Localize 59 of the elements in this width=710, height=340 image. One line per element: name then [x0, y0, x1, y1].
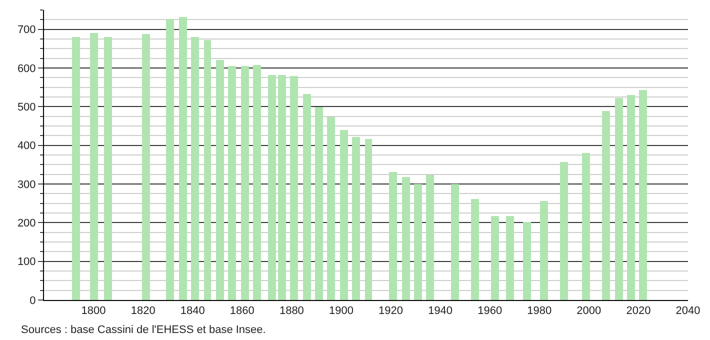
y-tick-label: 600	[17, 62, 36, 75]
y-tick-label: 200	[17, 218, 36, 230]
bar	[228, 66, 236, 300]
bar	[303, 94, 311, 300]
bar	[523, 222, 531, 300]
bar	[615, 98, 623, 300]
bar	[90, 33, 98, 300]
x-tick-label: 1940	[428, 305, 453, 318]
x-tick-label: 2040	[676, 305, 700, 318]
bar	[540, 201, 548, 300]
bar	[471, 199, 479, 300]
bar	[241, 66, 249, 300]
x-tick-label: 1980	[527, 305, 552, 318]
x-tick-label: 1820	[130, 305, 156, 318]
bar	[268, 75, 276, 300]
bar	[602, 111, 610, 300]
bar	[278, 75, 286, 300]
x-tick-label: 1920	[378, 305, 404, 318]
bar	[560, 162, 568, 300]
bar	[352, 137, 360, 300]
x-tick-label: 1840	[180, 305, 205, 318]
bar	[340, 130, 348, 300]
bar	[327, 117, 335, 300]
bar	[216, 60, 224, 300]
bar	[72, 37, 80, 300]
x-tick-label: 1800	[81, 305, 106, 318]
bar	[402, 177, 410, 300]
y-tick-label: 500	[17, 102, 36, 114]
bar	[389, 172, 397, 300]
bar	[582, 153, 590, 300]
bar	[191, 37, 199, 300]
bar	[639, 90, 647, 300]
bar	[365, 139, 372, 300]
y-tick-label: 100	[17, 256, 36, 268]
bar	[426, 175, 434, 300]
x-tick-label: 1900	[328, 305, 354, 318]
bar	[627, 95, 635, 300]
bar	[290, 76, 298, 300]
bar	[491, 216, 499, 300]
x-tick-label: 2000	[576, 305, 602, 318]
bar	[506, 216, 514, 300]
bar	[179, 17, 187, 300]
bar	[253, 65, 261, 300]
bar	[414, 184, 422, 300]
x-tick-label: 1960	[478, 305, 502, 318]
x-tick-label: 2020	[626, 305, 651, 318]
y-tick-label: 400	[17, 140, 36, 152]
bar	[451, 184, 459, 300]
x-tick-label: 1860	[230, 305, 254, 318]
source-note: Sources : base Cassini de l'EHESS et base Insee.	[21, 324, 266, 336]
y-tick-label: 0	[30, 294, 36, 307]
y-tick-label: 700	[17, 24, 36, 36]
x-tick-label: 1880	[279, 305, 304, 318]
bar	[315, 107, 323, 300]
bar	[166, 19, 174, 300]
bar	[104, 37, 112, 300]
y-tick-label: 300	[17, 178, 36, 191]
bar	[142, 34, 150, 300]
bar	[204, 40, 211, 300]
